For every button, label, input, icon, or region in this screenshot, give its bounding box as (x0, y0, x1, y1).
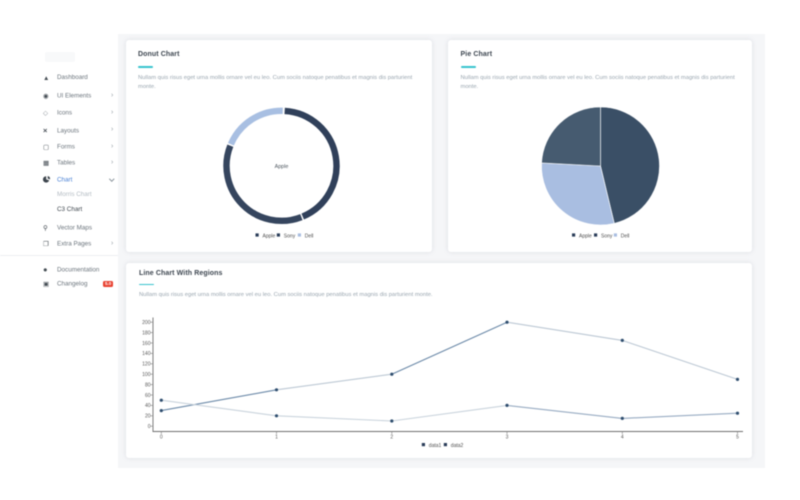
svg-text:data1: data1 (429, 443, 442, 449)
svg-text:2: 2 (390, 435, 393, 441)
svg-text:160: 160 (142, 341, 151, 347)
svg-text:Dell: Dell (621, 234, 630, 240)
svg-text:40: 40 (145, 403, 151, 409)
svg-text:20: 20 (145, 414, 151, 420)
svg-text:data2: data2 (451, 443, 464, 449)
svg-text:Sony: Sony (284, 234, 296, 240)
svg-text:60: 60 (145, 393, 151, 399)
svg-text:Sony: Sony (601, 234, 613, 240)
svg-text:1: 1 (275, 435, 278, 441)
svg-text:120: 120 (142, 362, 151, 368)
svg-text:0: 0 (160, 435, 163, 441)
svg-text:3: 3 (506, 435, 509, 441)
svg-text:100: 100 (142, 372, 151, 378)
svg-text:180: 180 (142, 330, 151, 336)
svg-text:5: 5 (736, 435, 739, 441)
svg-text:0: 0 (148, 424, 151, 430)
svg-text:140: 140 (142, 351, 151, 357)
svg-text:Dell: Dell (305, 234, 314, 240)
svg-text:Apple: Apple (263, 234, 276, 240)
svg-text:Apple: Apple (275, 164, 289, 170)
svg-text:80: 80 (145, 382, 151, 388)
svg-text:200: 200 (142, 320, 151, 326)
svg-text:4: 4 (621, 435, 624, 441)
svg-text:Apple: Apple (579, 234, 592, 240)
